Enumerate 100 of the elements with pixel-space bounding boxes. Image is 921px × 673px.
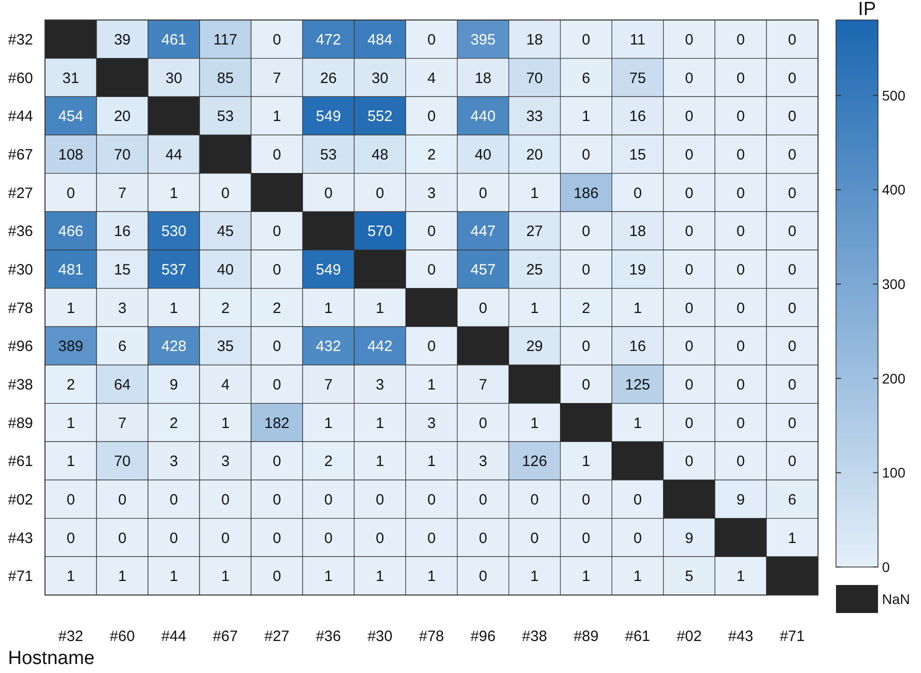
data-label: 53 [217,108,234,126]
data-label: 0 [66,184,75,202]
y-tick-label: #61 [8,453,34,470]
data-label: 0 [788,261,796,278]
data-label: 0 [427,223,436,240]
data-label: 1 [530,184,539,202]
data-label: 6 [582,70,590,87]
data-label: 0 [788,300,796,317]
data-label: 0 [684,223,694,240]
data-label: 53 [320,146,337,164]
data-label: 0 [272,568,282,586]
data-label: 0 [684,376,694,394]
data-label: 530 [161,223,186,240]
data-label: 3 [118,300,126,317]
y-tick-label: #30 [8,261,34,278]
data-label: 1 [66,568,75,586]
data-label: 1 [376,568,384,586]
data-label: 0 [478,184,488,202]
data-label: 1 [324,300,333,317]
y-tick-label: #67 [8,146,34,164]
y-tick-label: #43 [8,530,34,547]
data-label: 3 [221,453,230,470]
data-label: 5 [684,568,694,586]
y-tick-label: #38 [8,376,34,394]
data-label: 0 [478,300,488,317]
data-label: 0 [788,108,796,126]
data-label: 454 [58,108,84,126]
data-label: 0 [684,146,694,164]
data-label: 442 [367,338,392,356]
data-label: 7 [272,70,282,87]
data-label: 1 [530,414,539,432]
data-label: 1 [633,414,642,432]
data-label: 1 [788,530,796,547]
data-label: 0 [684,414,694,432]
data-label: 31 [62,70,80,87]
data-label: 1 [170,184,178,202]
data-label: 3 [478,453,488,470]
data-label: 0 [324,184,333,202]
data-label: 0 [736,184,745,202]
data-label: 1 [376,414,384,432]
data-label: 45 [217,223,234,240]
y-tick-label: #78 [8,300,34,317]
data-label: 75 [629,70,646,87]
data-label: 64 [114,376,131,394]
data-label: 0 [788,453,796,470]
x-tick-label: #60 [110,628,135,645]
data-label: 2 [221,300,230,317]
data-label: 0 [272,31,282,48]
data-label: 1 [582,568,590,586]
data-label: 0 [736,108,745,126]
data-label: 16 [629,108,646,126]
data-label: 85 [217,70,234,87]
data-label: 40 [217,261,234,278]
data-label: 0 [118,491,126,508]
data-label: 0 [788,146,796,164]
data-label: 7 [118,414,126,432]
data-label: 108 [58,146,84,164]
data-label: 44 [165,146,182,164]
data-label: 0 [530,491,539,508]
data-label: 29 [526,338,543,356]
y-tick-label: #71 [8,568,34,586]
data-label: 0 [170,530,178,547]
data-label: 0 [736,300,745,317]
y-tick-label: #89 [8,414,34,432]
x-tick-label: #96 [470,628,496,645]
data-label: 70 [114,146,131,164]
data-label: 7 [324,376,333,394]
data-label: 0 [736,146,745,164]
data-label: 0 [427,338,436,356]
data-label: 0 [736,376,745,394]
data-label: 9 [684,530,694,547]
data-label: 1 [582,108,590,126]
data-label: 7 [118,184,126,202]
color-bar-title: IP [858,0,876,20]
data-label: 1 [427,453,436,470]
data-label: 0 [376,530,384,547]
data-label: 1 [633,300,642,317]
data-label: 1 [427,376,436,394]
data-label: 4 [427,70,436,87]
x-tick-label: #36 [316,628,341,645]
data-label: 0 [684,184,694,202]
data-label: 0 [118,530,126,547]
data-label: 0 [582,31,590,48]
data-label: 0 [633,530,642,547]
data-label: 0 [582,223,590,240]
data-label: 0 [582,530,590,547]
data-label: 33 [526,108,543,126]
data-label: 0 [736,223,745,240]
color-bar-label: 300 [882,276,906,292]
data-label: 3 [427,184,436,202]
data-label: 549 [316,108,341,126]
x-tick-label: #02 [676,628,702,645]
data-label: 2 [582,300,590,317]
data-label: 0 [736,31,745,48]
x-tick-label: #27 [264,628,290,645]
data-label: 6 [788,491,796,508]
data-label: 0 [684,70,694,87]
y-tick-label: #36 [8,223,34,240]
data-label: 1 [324,568,333,586]
data-label: 0 [427,108,436,126]
